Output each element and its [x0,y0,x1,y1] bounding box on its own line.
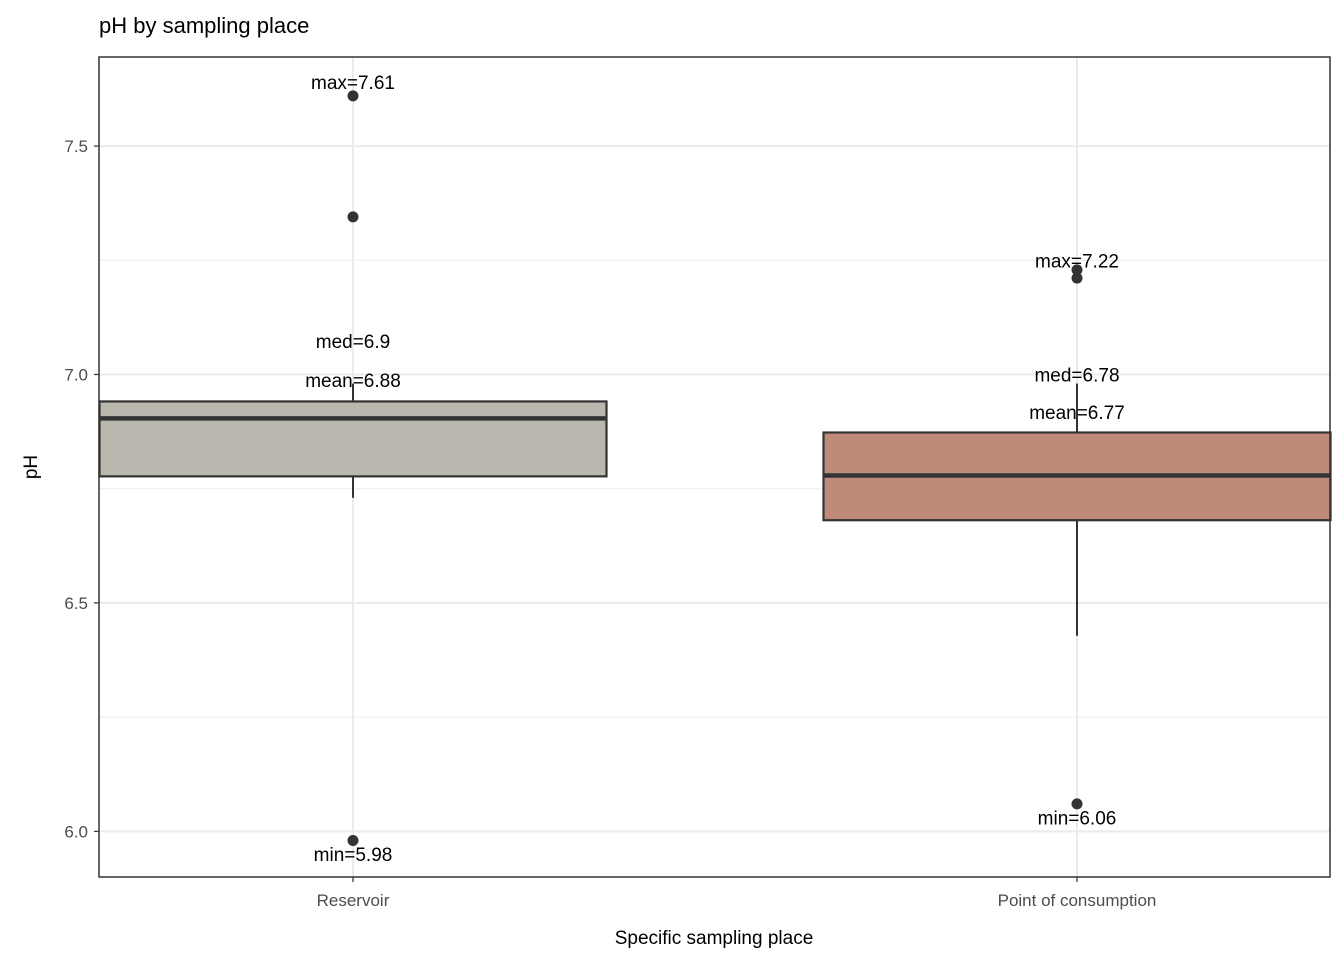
y-axis-title: pH [21,455,42,479]
annotation-label: min=5.98 [314,845,393,866]
annotations: max=7.61 med=6.9 mean=6.88 min=5.98 max=7.22… [305,73,1125,866]
outlier-point [1071,264,1083,276]
annotation-label: med=6.9 [316,332,390,353]
outlier-point [347,834,359,846]
annotation-label: min=6.06 [1038,809,1117,830]
y-tick-label: 7.0 [64,365,88,384]
axes: 6.0 6.5 7.0 7.5 Reservoir Point of consumptio… [64,137,1156,910]
chart-title: pH by sampling place [99,13,309,38]
plot-panel-border [98,56,1331,878]
annotation-label: mean=6.88 [305,371,401,392]
annotation-label: max=7.61 [311,73,395,94]
x-axis-title: Specific sampling place [615,928,814,949]
x-tick-label: Reservoir [317,891,390,910]
annotation-label: max=7.22 [1035,251,1119,272]
boxes [98,90,1332,846]
outlier-point [1071,272,1083,284]
y-tick-label: 6.5 [64,594,88,613]
y-tick-label: 7.5 [64,137,88,156]
box-0 [98,400,608,478]
x-tick-label: Point of consumption [998,891,1157,910]
outlier-point [347,211,359,223]
annotation-label: med=6.78 [1034,365,1119,386]
y-tick-label: 6.0 [64,822,88,841]
annotation-label: mean=6.77 [1029,403,1125,424]
outlier-point [1071,798,1083,810]
outlier-point [347,90,359,102]
